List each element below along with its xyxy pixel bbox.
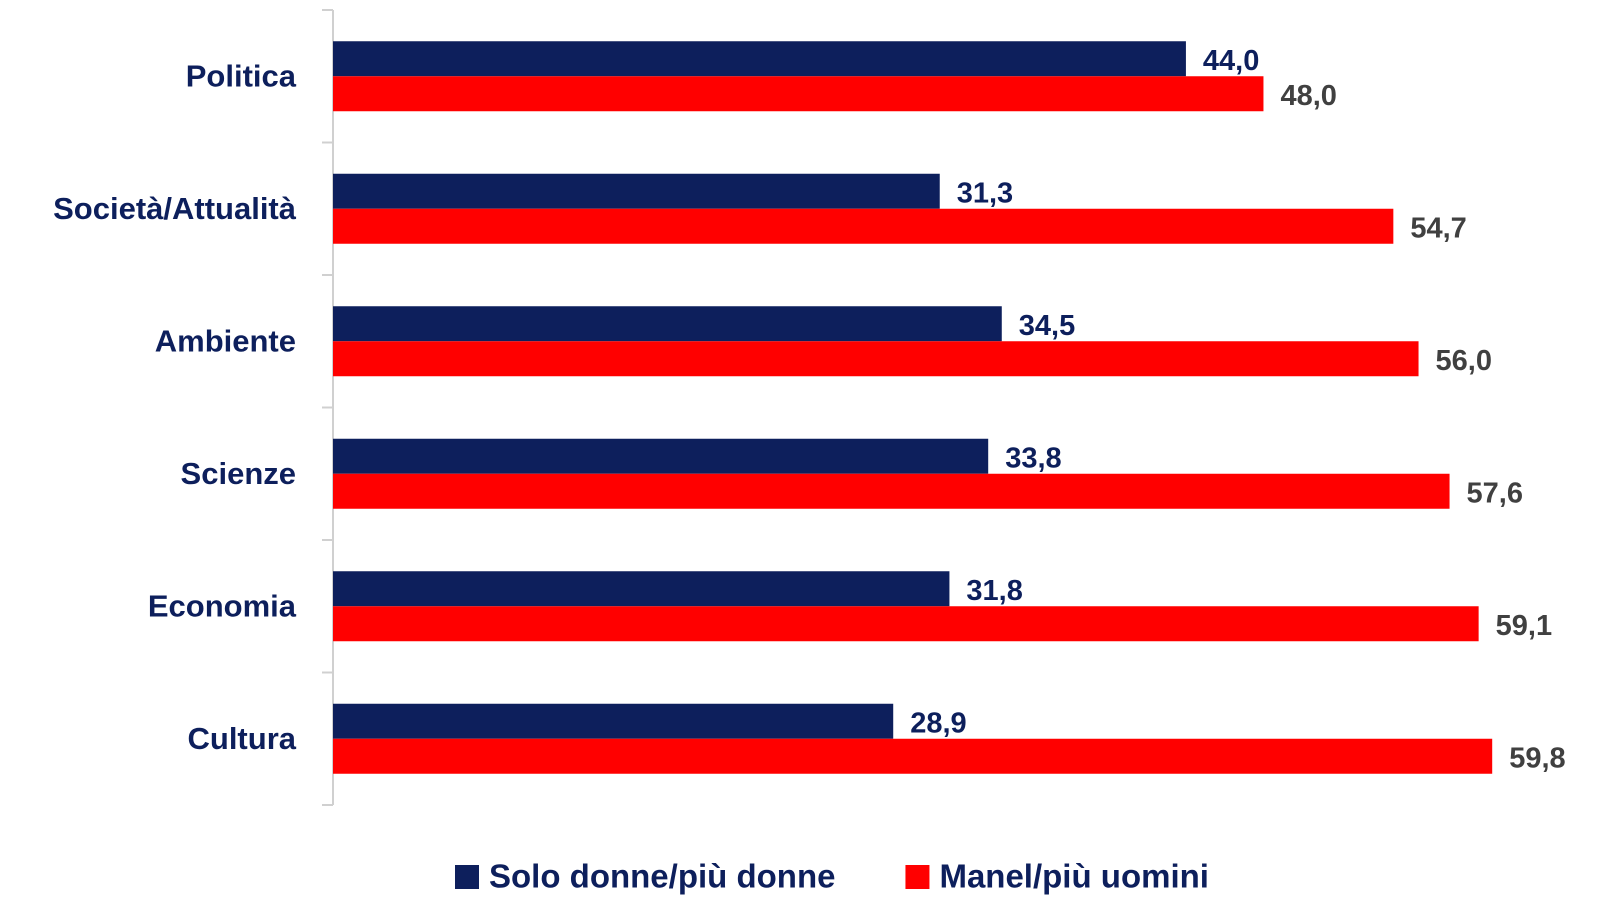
legend-swatch — [455, 865, 479, 889]
legend-label: Manel/più uomini — [939, 858, 1209, 895]
category-label: Politica — [186, 58, 297, 93]
category-label: Società/Attualità — [53, 191, 297, 226]
bar — [333, 571, 950, 607]
value-label: 34,5 — [1019, 310, 1075, 342]
value-label: 28,9 — [910, 707, 966, 739]
value-label: 48,0 — [1280, 80, 1336, 112]
category-label: Economia — [148, 588, 297, 623]
category-label: Ambiente — [155, 323, 296, 358]
category-label: Scienze — [181, 456, 296, 491]
bar — [333, 703, 894, 739]
bar — [333, 173, 940, 209]
category-label: Cultura — [188, 721, 297, 756]
bar — [333, 341, 1419, 377]
value-label: 33,8 — [1005, 442, 1061, 474]
bar — [333, 41, 1186, 77]
value-label: 54,7 — [1410, 212, 1466, 244]
value-label: 59,8 — [1509, 742, 1565, 774]
value-label: 44,0 — [1203, 45, 1259, 77]
bar — [333, 208, 1394, 244]
bar — [333, 438, 989, 474]
value-label: 56,0 — [1436, 345, 1492, 377]
bar — [333, 738, 1493, 774]
bar — [333, 606, 1479, 642]
legend-label: Solo donne/più donne — [489, 858, 835, 895]
bar — [333, 306, 1002, 342]
legend-swatch — [905, 865, 930, 889]
value-label: 59,1 — [1496, 610, 1552, 642]
value-label: 31,3 — [957, 177, 1013, 209]
bar — [333, 76, 1264, 112]
value-label: 57,6 — [1467, 477, 1523, 509]
bar — [333, 473, 1450, 509]
value-label: 31,8 — [966, 575, 1022, 607]
